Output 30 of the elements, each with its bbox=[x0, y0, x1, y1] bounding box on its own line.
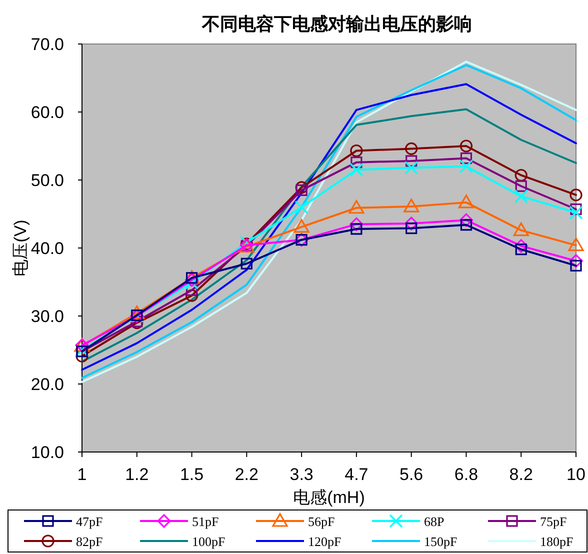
x-tick-label: 8.2 bbox=[509, 465, 533, 484]
y-tick-label: 60.0 bbox=[30, 103, 64, 122]
legend-label: 51pF bbox=[192, 514, 219, 529]
y-tick-label: 50.0 bbox=[30, 171, 64, 190]
x-tick-label: 3.3 bbox=[290, 465, 314, 484]
x-tick-label: 10 bbox=[566, 465, 586, 484]
legend-label: 82pF bbox=[76, 534, 103, 549]
legend-label: 100pF bbox=[192, 534, 226, 549]
legend-label: 68P bbox=[424, 514, 444, 529]
y-tick-label: 10.0 bbox=[30, 443, 64, 462]
x-tick-label: 1 bbox=[77, 465, 87, 484]
x-tick-label: 1.5 bbox=[180, 465, 204, 484]
legend-label: 120pF bbox=[308, 534, 342, 549]
y-tick-label: 20.0 bbox=[30, 375, 64, 394]
legend-label: 56pF bbox=[308, 514, 335, 529]
legend-label: 47pF bbox=[76, 514, 103, 529]
x-tick-label: 1.2 bbox=[125, 465, 149, 484]
y-axis-title: 电压(V) bbox=[11, 220, 30, 276]
legend-label: 150pF bbox=[424, 534, 458, 549]
y-tick-label: 70.0 bbox=[30, 35, 64, 54]
chart-title: 不同电容下电感对输出电压的影响 bbox=[201, 14, 472, 34]
x-tick-label: 4.7 bbox=[344, 465, 368, 484]
x-axis-title: 电感(mH) bbox=[293, 488, 365, 507]
x-tick-label: 6.8 bbox=[454, 465, 478, 484]
x-tick-label: 2.2 bbox=[234, 465, 258, 484]
y-tick-label: 40.0 bbox=[30, 239, 64, 258]
legend-label: 75pF bbox=[540, 514, 567, 529]
x-tick-label: 5.6 bbox=[400, 465, 424, 484]
y-tick-label: 30.0 bbox=[30, 307, 64, 326]
legend-label: 180pF bbox=[540, 534, 574, 549]
